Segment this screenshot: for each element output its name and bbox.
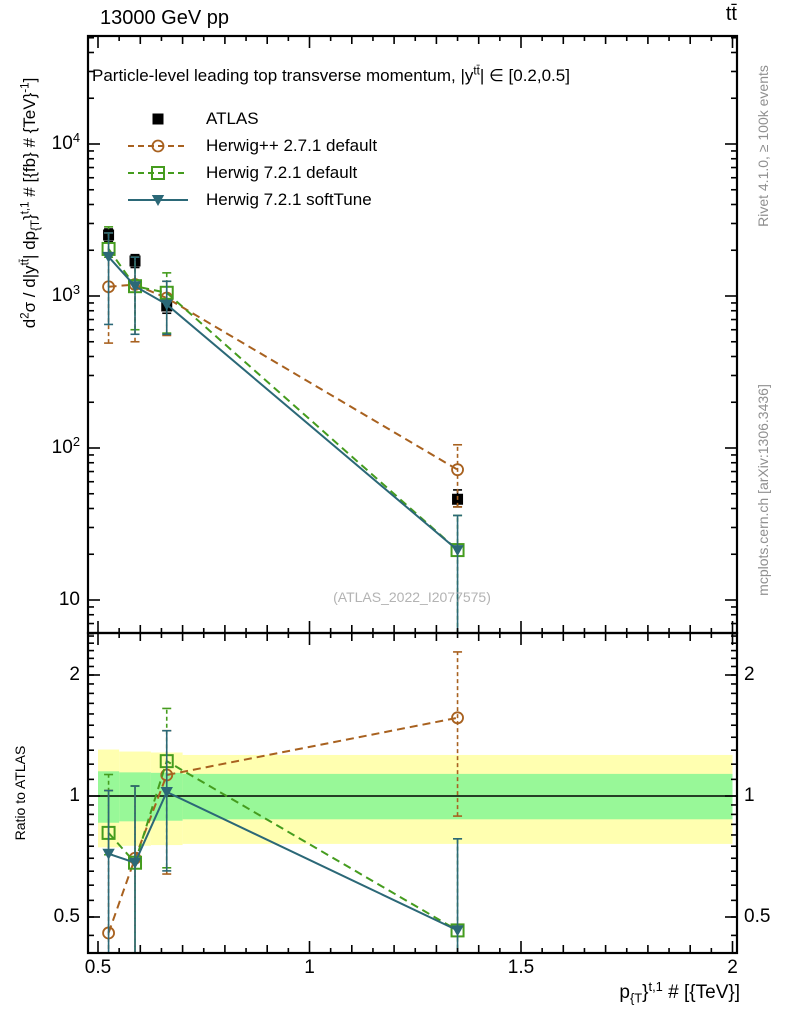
y-tick-label: 10 (58, 589, 80, 610)
series-main-0 (103, 228, 464, 508)
x-tick-label: 0.5 (84, 957, 112, 978)
ratio-tick-label: 2 (744, 664, 755, 685)
x-tick-label: 1.5 (507, 957, 535, 978)
legend-item: Herwig 7.2.1 default (126, 159, 377, 186)
y-tick-label: 102 (51, 433, 80, 458)
plot-title: Particle-level leading top transverse mo… (92, 65, 570, 85)
ratio-tick-label: 0.5 (53, 906, 80, 927)
series-main-3 (102, 232, 464, 633)
legend-marker-icon (128, 194, 188, 206)
legend-marker-icon (128, 165, 188, 180)
x-tick-label: 1 (304, 957, 315, 978)
legend-item: Herwig++ 2.7.1 default (126, 132, 377, 159)
x-tick-label: 2 (727, 957, 738, 978)
mcplots-reference-note: mcplots.cern.ch [arXiv:1306.3436] (755, 384, 771, 596)
legend-label: ATLAS (206, 108, 259, 128)
series-ratio-3 (102, 729, 464, 953)
axis-ticks (88, 36, 737, 953)
rivet-version-note: Rivet 4.1.0, ≥ 100k events (755, 65, 771, 227)
legend-marker-icon (152, 113, 164, 124)
ratio-panel-frame (86, 631, 739, 955)
y-tick-label: 103 (51, 281, 80, 306)
watermark: (ATLAS_2022_I2077575) (333, 589, 491, 605)
legend-label: Herwig 7.2.1 softTune (206, 189, 372, 209)
series-main-2 (101, 226, 465, 633)
ratio-tick-label: 0.5 (744, 906, 771, 927)
y-tick-label: 104 (51, 129, 80, 154)
legend-item: ATLAS (126, 105, 377, 132)
legend-item: Herwig 7.2.1 softTune (126, 186, 377, 213)
legend-label: Herwig 7.2.1 default (206, 162, 358, 182)
x-axis-label: p{T}t,1 # [{TeV}] (619, 978, 740, 1006)
process-label: tt̄ (725, 3, 737, 25)
ratio-tick-label: 1 (744, 785, 755, 806)
ratio-uncertainty-bands (98, 749, 733, 848)
legend-label: Herwig++ 2.7.1 default (206, 135, 378, 155)
ratio-tick-label: 1 (69, 785, 80, 806)
legend-marker-icon (128, 139, 188, 152)
ratio-tick-label: 2 (69, 664, 80, 685)
legend: ATLAS Herwig++ 2.7.1 default Herwig 7.2.1 … (126, 105, 377, 213)
beam-energy-label: 13000 GeV pp (100, 7, 229, 29)
series-main-1 (102, 232, 464, 508)
